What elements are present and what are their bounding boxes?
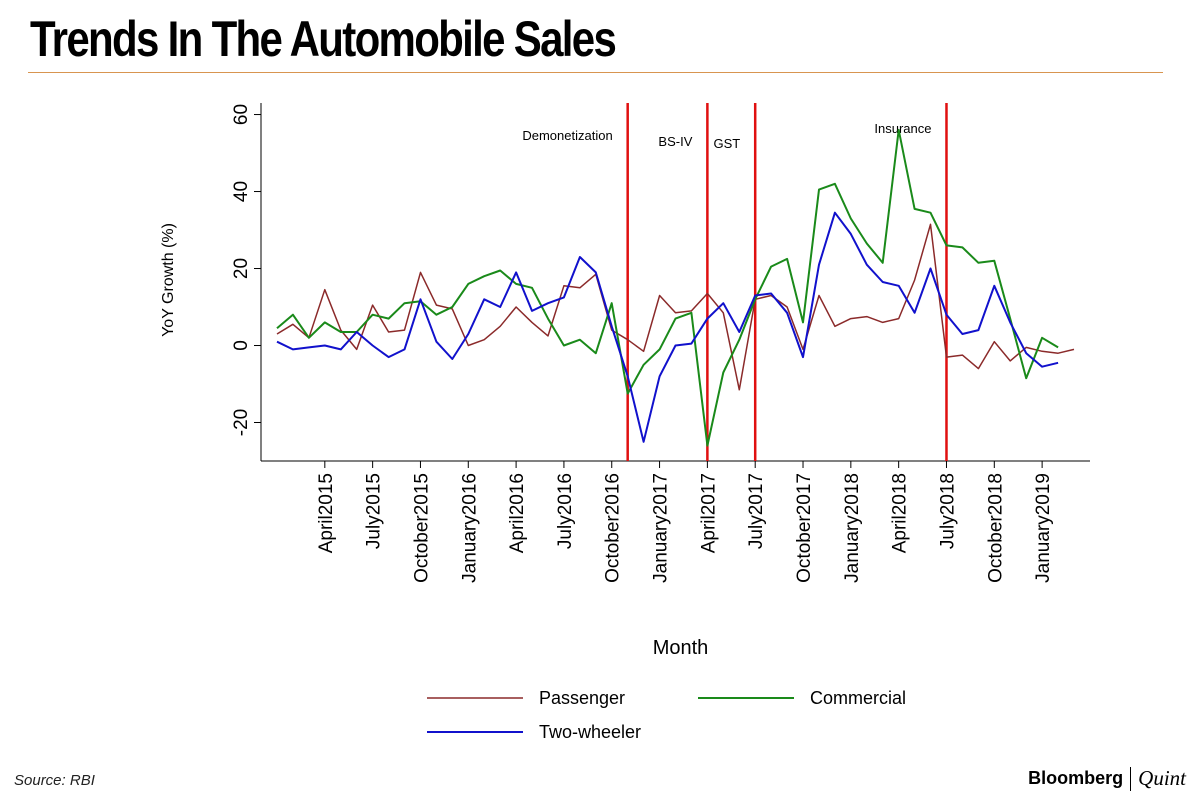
- y-tick-label: -20: [231, 409, 252, 436]
- x-tick-label: July2015: [364, 473, 385, 549]
- x-tick-label: April2017: [698, 473, 719, 553]
- source-note: Source: RBI: [14, 772, 95, 789]
- brand-logo: Bloomberg Quint: [1028, 766, 1186, 791]
- x-tick-label: October2015: [411, 473, 432, 583]
- title-divider: [28, 72, 1163, 73]
- x-tick-label: January2016: [459, 473, 480, 583]
- legend-label: Two-wheeler: [539, 722, 641, 742]
- y-tick-label: 0: [231, 340, 252, 351]
- event-label: BS-IV: [658, 134, 692, 149]
- y-tick-label: 20: [231, 258, 252, 279]
- x-tick-label: January2017: [651, 473, 672, 583]
- x-tick-label: October2016: [603, 473, 624, 583]
- x-tick-label: January2018: [842, 473, 863, 583]
- x-tick-label: January2019: [1033, 473, 1054, 583]
- event-label: Insurance: [874, 121, 931, 136]
- brand-divider: [1130, 766, 1132, 791]
- x-tick-label: October2018: [985, 473, 1006, 583]
- y-tick-label: 40: [231, 181, 252, 202]
- y-tick-label: 60: [231, 104, 252, 125]
- brand-secondary: Quint: [1138, 766, 1186, 790]
- x-axis-label: Month: [653, 637, 709, 659]
- x-tick-label: April2016: [507, 473, 528, 553]
- x-tick-label: July2018: [937, 473, 958, 549]
- brand-primary: Bloomberg: [1028, 768, 1124, 788]
- event-label: Demonetization: [522, 128, 612, 143]
- event-label: GST: [713, 136, 740, 151]
- legend-label: Passenger: [539, 688, 625, 708]
- series-line-commercial: [276, 128, 1059, 447]
- series-line-passenger: [276, 223, 1075, 391]
- x-tick-label: July2017: [746, 473, 767, 549]
- x-tick-label: April2018: [890, 473, 911, 553]
- page-title: Trends In The Automobile Sales: [30, 11, 617, 67]
- x-tick-label: July2016: [555, 473, 576, 549]
- series-line-two-wheeler: [276, 211, 1059, 443]
- legend-label: Commercial: [810, 688, 906, 708]
- y-axis-label: YoY Growth (%): [160, 223, 177, 337]
- x-tick-label: April2015: [316, 473, 337, 553]
- x-tick-label: October2017: [794, 473, 815, 583]
